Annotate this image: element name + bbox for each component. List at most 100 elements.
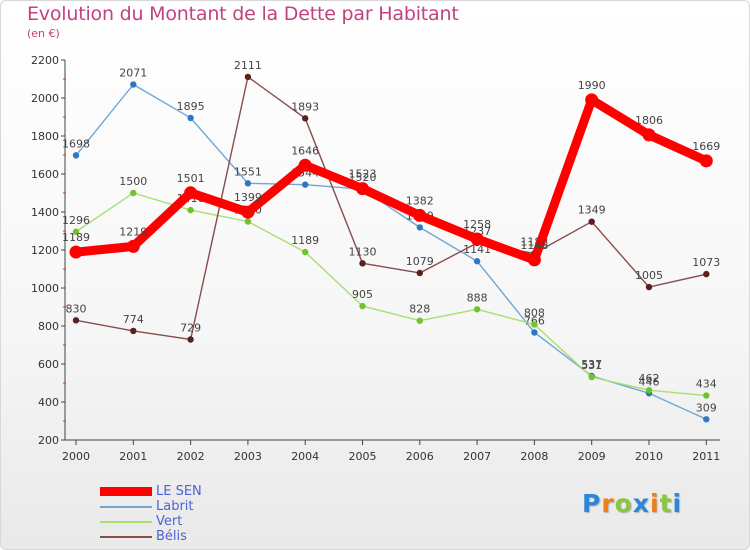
x-tick-label: 2009 (578, 450, 606, 463)
data-point-le-sen (126, 239, 140, 253)
legend-item: Vert (100, 514, 300, 529)
data-point-labrit (302, 181, 309, 188)
x-tick-label: 2010 (635, 450, 663, 463)
y-tick-label: 1200 (31, 244, 59, 257)
data-point-vert (244, 218, 252, 225)
data-point-b-lis (416, 269, 423, 277)
data-label-le-sen: 1258 (463, 218, 491, 231)
data-label-b-lis: 830 (66, 302, 87, 315)
legend-swatch (100, 536, 152, 538)
data-label-vert: 434 (696, 378, 717, 391)
data-point-le-sen (184, 186, 198, 200)
data-label-le-sen: 1646 (291, 144, 319, 157)
y-tick-label: 200 (38, 434, 59, 447)
data-label-labrit: 309 (696, 401, 717, 414)
data-point-b-lis (187, 336, 194, 343)
data-point-labrit (531, 329, 538, 336)
y-tick-label: 400 (38, 396, 59, 409)
data-point-le-sen (356, 182, 369, 196)
y-tick-label: 1600 (31, 168, 59, 181)
data-label-le-sen: 1382 (406, 194, 434, 207)
x-tick-label: 2008 (520, 450, 548, 463)
data-label-b-lis: 774 (123, 313, 144, 326)
data-label-vert: 1296 (62, 214, 90, 227)
data-label-vert: 1189 (291, 234, 319, 247)
data-label-labrit: 537 (581, 358, 602, 371)
brand-letter: r (601, 489, 615, 518)
data-label-b-lis: 729 (180, 321, 201, 334)
data-point-le-sen (298, 158, 312, 172)
legend: LE SEN Labrit Vert Bélis (100, 484, 300, 544)
data-point-labrit (473, 258, 481, 265)
data-point-b-lis (130, 327, 137, 335)
data-label-le-sen: 1501 (177, 172, 205, 185)
data-point-labrit (130, 81, 137, 88)
data-point-b-lis (72, 317, 80, 324)
data-point-vert (187, 206, 194, 214)
x-tick-label: 2011 (692, 450, 720, 463)
y-tick-label: 800 (38, 320, 59, 333)
y-tick-label: 2000 (31, 92, 59, 105)
data-point-b-lis (302, 115, 309, 122)
legend-label: Labrit (156, 499, 194, 514)
data-label-le-sen: 1399 (234, 191, 262, 204)
data-label-vert: 808 (524, 306, 545, 319)
x-tick-label: 2003 (234, 450, 262, 463)
series-line-vert (75, 192, 707, 397)
data-point-vert (473, 306, 481, 313)
data-label-vert: 462 (639, 372, 660, 385)
data-label-b-lis: 1079 (406, 255, 434, 268)
brand-letter: P (582, 489, 602, 518)
data-label-labrit: 1551 (234, 165, 262, 178)
data-label-b-lis: 1893 (291, 100, 319, 113)
data-point-le-sen (413, 208, 427, 222)
data-point-vert (302, 248, 309, 256)
data-label-le-sen: 1189 (62, 231, 90, 244)
data-point-b-lis (588, 218, 595, 225)
data-point-vert (72, 228, 80, 235)
brand-letter: i (672, 489, 683, 518)
data-label-le-sen: 1148 (520, 239, 548, 252)
legend-swatch (100, 521, 152, 523)
brand-letter: o (614, 489, 633, 518)
legend-label: LE SEN (156, 484, 202, 499)
y-tick-label: 600 (38, 358, 59, 371)
data-label-vert: 888 (467, 291, 488, 304)
data-point-labrit (416, 224, 423, 231)
x-tick-label: 2004 (291, 450, 319, 463)
legend-label: Bélis (156, 529, 187, 544)
x-tick-label: 2002 (177, 450, 205, 463)
brand-logo: Proxiti (582, 489, 682, 518)
brand-letter: x (632, 489, 650, 518)
data-label-le-sen: 1806 (635, 114, 663, 127)
x-tick-label: 2006 (406, 450, 434, 463)
data-label-labrit: 446 (639, 375, 660, 388)
legend-item: Labrit (100, 499, 300, 514)
data-point-vert (130, 189, 137, 197)
data-point-labrit (72, 152, 80, 159)
data-point-le-sen (69, 245, 83, 259)
brand-letter: i (650, 489, 660, 518)
data-label-b-lis: 2111 (234, 59, 262, 72)
data-label-le-sen: 1669 (692, 140, 720, 153)
data-label-vert: 531 (581, 359, 602, 372)
y-tick-label: 2200 (31, 54, 59, 67)
data-label-b-lis: 1005 (635, 269, 663, 282)
x-tick-label: 2007 (463, 450, 491, 463)
data-point-labrit (187, 114, 194, 122)
data-label-labrit: 1895 (177, 100, 205, 113)
x-tick-label: 2001 (119, 450, 147, 463)
data-point-b-lis (244, 73, 252, 81)
data-label-b-lis: 1130 (349, 245, 377, 258)
data-label-vert: 828 (409, 303, 430, 316)
data-point-vert (416, 317, 423, 324)
series-line-b-lis (75, 76, 707, 341)
data-point-b-lis (645, 283, 653, 291)
data-point-b-lis (359, 260, 366, 267)
data-label-vert: 905 (352, 288, 373, 301)
data-point-vert (645, 387, 653, 394)
legend-swatch (100, 506, 152, 508)
legend-swatch (100, 487, 152, 496)
